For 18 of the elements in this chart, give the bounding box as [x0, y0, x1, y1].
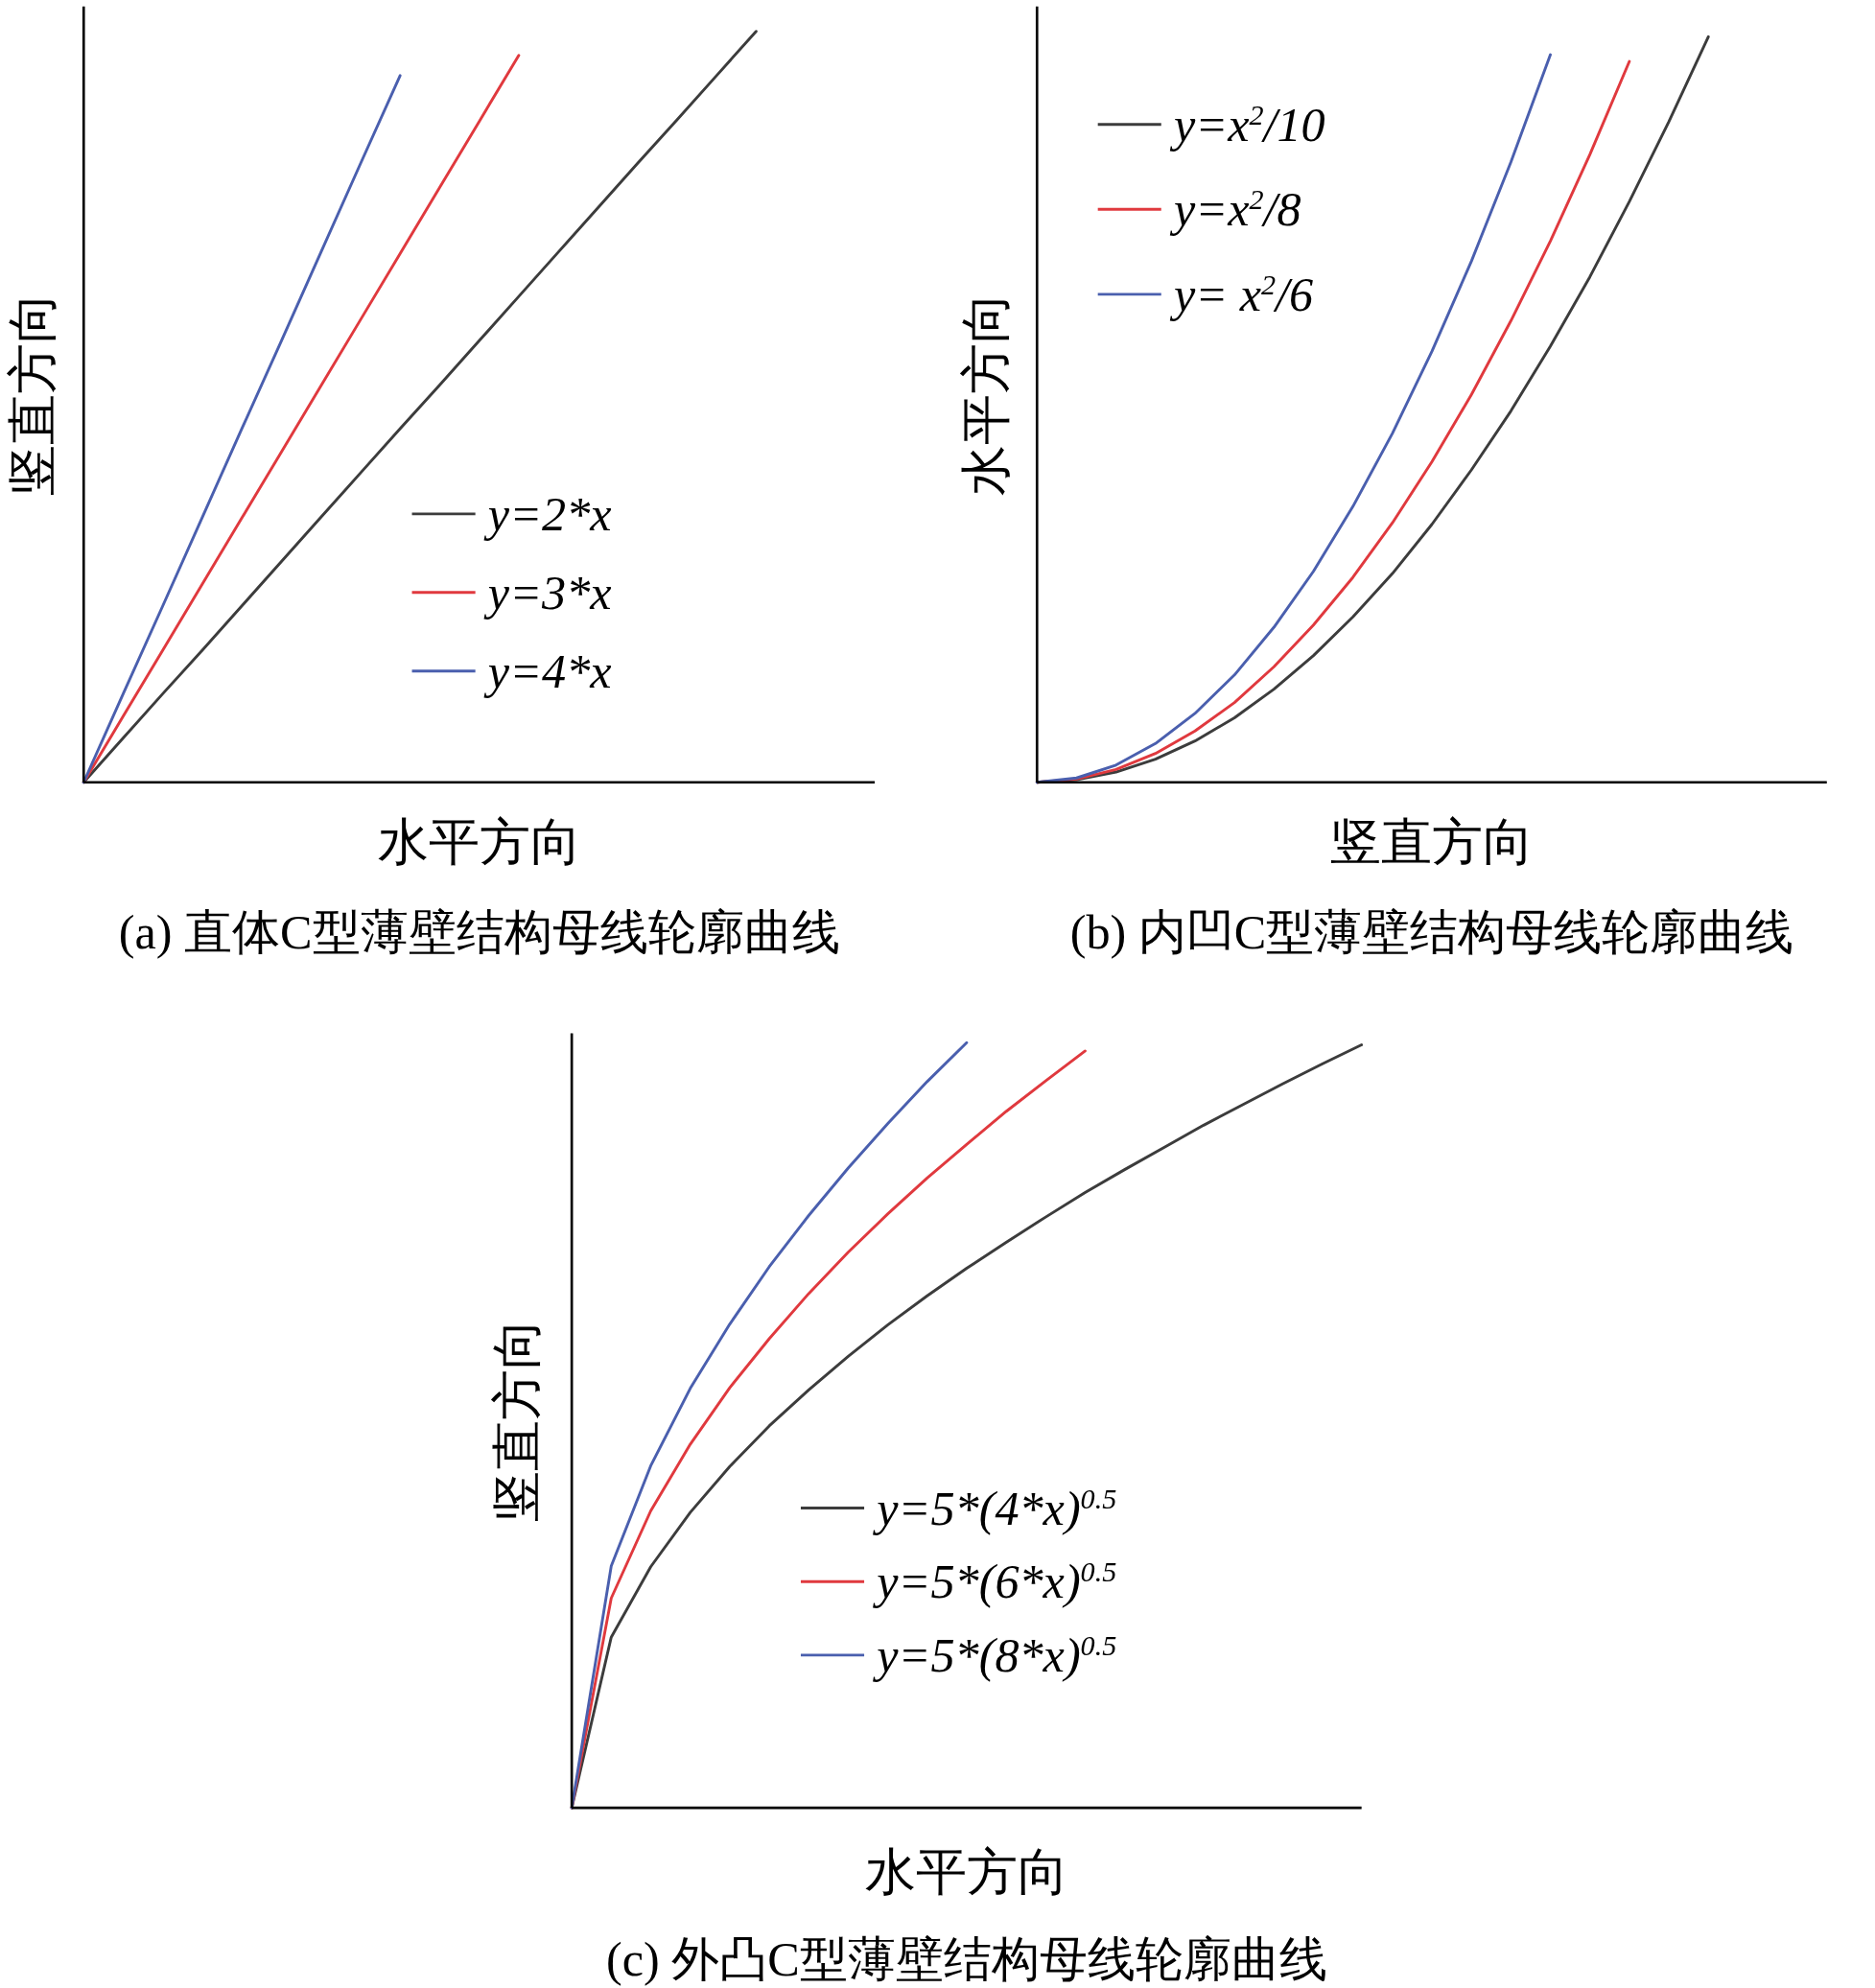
- x-axis-title: 竖直方向: [1330, 814, 1535, 871]
- text: (b) 内凹C型薄壁结构母线轮廓曲线: [1069, 904, 1794, 959]
- text: (c) 外凸C型薄壁结构母线轮廓曲线: [606, 1931, 1327, 1986]
- legend-label: y=4*x: [482, 643, 612, 698]
- legend-label: y=x$^{2}$/10: [1168, 97, 1325, 152]
- legend-label: y= x$^{2}$/6: [1168, 268, 1314, 322]
- legend-label: y=x$^{2}$/8: [1168, 182, 1301, 237]
- y-axis-title: 水平方向: [957, 292, 1014, 497]
- legend-label: y=5*(6*x)$^{0.5}$: [872, 1555, 1117, 1609]
- text: (a) 直体C型薄壁结构母线轮廓曲线: [118, 904, 840, 959]
- legend-label: y=5*(8*x)$^{0.5}$: [872, 1628, 1117, 1683]
- legend-label: y=2*x: [482, 487, 612, 542]
- legend-label: y=5*(4*x)$^{0.5}$: [872, 1481, 1117, 1535]
- y-axis-title: 竖直方向: [488, 1319, 545, 1523]
- y-axis-title: 竖直方向: [4, 292, 60, 497]
- x-axis-title: 水平方向: [864, 1843, 1068, 1900]
- legend-label: y=3*x: [482, 565, 612, 620]
- x-axis-title: 水平方向: [377, 814, 581, 871]
